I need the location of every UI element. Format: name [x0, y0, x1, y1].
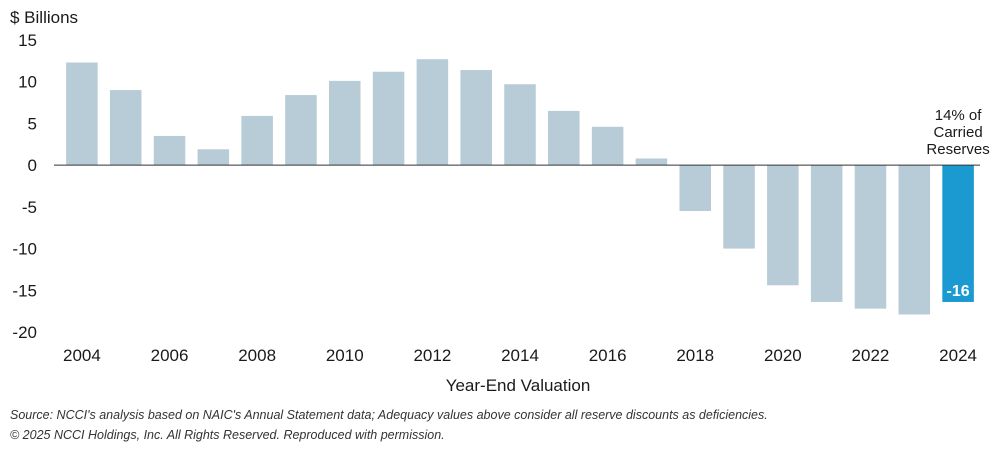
- bar-2021: [810, 165, 843, 302]
- y-tick-labels: 15 10 5 0 -5 -10 -15 -20: [12, 31, 37, 342]
- copyright-footnote: © 2025 NCCI Holdings, Inc. All Rights Re…: [10, 428, 445, 442]
- x-tick-labels: 2004 2006 2008 2010 2012 2014 2016 2018 2020 2022…: [63, 346, 977, 365]
- annotation-line: Carried: [934, 124, 983, 141]
- bar-2022: [854, 165, 887, 309]
- annotation-line: Reserves: [926, 141, 989, 158]
- bar-2014: [504, 84, 536, 166]
- x-tick-label-2008: 2008: [238, 346, 276, 365]
- x-tick-label-2024: 2024: [939, 346, 977, 365]
- bar-2009: [285, 95, 317, 166]
- x-tick-label-2006: 2006: [151, 346, 189, 365]
- bar-2011: [372, 71, 405, 166]
- y-axis-label: $ Billions: [10, 8, 78, 27]
- x-tick-label-2014: 2014: [501, 346, 539, 365]
- x-tick-label-2010: 2010: [326, 346, 364, 365]
- y-tick-label: 15: [18, 31, 37, 50]
- bar-2012: [416, 59, 449, 166]
- x-tick-label-2020: 2020: [764, 346, 802, 365]
- x-tick-label-2022: 2022: [852, 346, 890, 365]
- x-tick-label-2004: 2004: [63, 346, 101, 365]
- y-tick-label: -20: [12, 323, 37, 342]
- annotation-line: 14% of: [935, 107, 983, 124]
- bar-2005: [109, 90, 142, 166]
- bars: [66, 59, 974, 315]
- source-footnote: Source: NCCI's analysis based on NAIC's …: [10, 408, 768, 422]
- x-tick-label-2018: 2018: [676, 346, 714, 365]
- y-tick-label: -10: [12, 240, 37, 259]
- highlight-data-label: -16: [947, 283, 970, 300]
- bar-2006: [153, 135, 186, 166]
- bar-2004: [66, 62, 98, 166]
- bar-2018: [679, 165, 712, 212]
- x-tick-label-2012: 2012: [413, 346, 451, 365]
- x-axis-title: Year-End Valuation: [446, 376, 591, 395]
- bar-2020: [767, 165, 799, 286]
- bar-2015: [548, 110, 580, 166]
- bar-2010: [328, 80, 361, 166]
- bar-2023: [898, 165, 931, 315]
- bar-2016: [591, 126, 624, 166]
- bar-2013: [460, 70, 492, 166]
- y-tick-label: -5: [22, 198, 37, 217]
- y-tick-label: 5: [28, 114, 37, 133]
- y-tick-label: -15: [12, 281, 37, 300]
- bar-2019: [723, 165, 755, 249]
- y-tick-label: 0: [28, 156, 37, 175]
- x-tick-label-2016: 2016: [589, 346, 627, 365]
- bar-2024: [942, 165, 974, 302]
- bar-2008: [241, 115, 273, 166]
- bar-2007: [197, 149, 230, 166]
- bar-2017: [635, 158, 668, 166]
- y-tick-label: 10: [18, 73, 37, 92]
